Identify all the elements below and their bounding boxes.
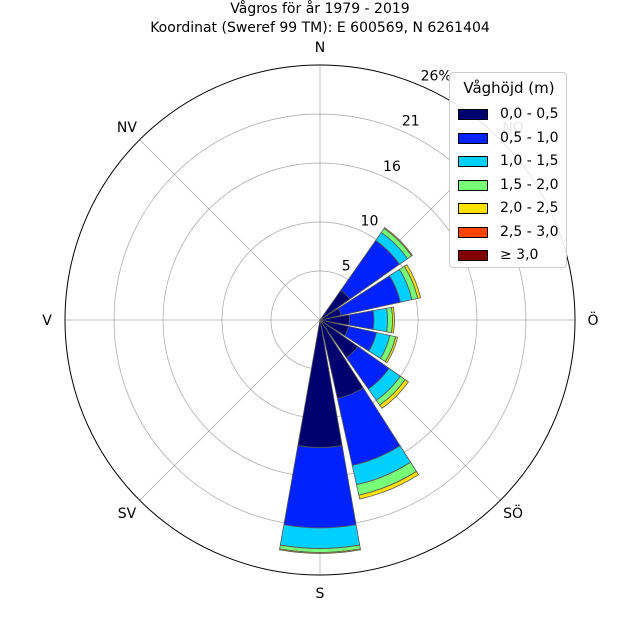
radial-tick-label: 5 xyxy=(342,259,351,275)
chart-subtitle: Koordinat (Sweref 99 TM): E 600569, N 62… xyxy=(150,20,490,36)
radial-tick-label: 21 xyxy=(402,114,420,130)
bar-segment xyxy=(348,310,375,330)
grid-spoke xyxy=(139,139,321,321)
legend-swatch xyxy=(458,109,488,120)
bar-segment xyxy=(383,227,413,257)
bar-segment xyxy=(391,306,395,334)
chart-title: Vågros för år 1979 - 2019 xyxy=(230,1,410,17)
radial-tick-label: 10 xyxy=(361,213,379,229)
bar-segment xyxy=(279,524,361,549)
legend-swatch xyxy=(458,226,488,238)
legend-label: 0,5 - 1,0 xyxy=(500,129,559,146)
direction-label: Ö xyxy=(587,311,598,329)
grid-spoke xyxy=(139,319,321,501)
legend-swatch xyxy=(458,132,488,144)
direction-label: SÖ xyxy=(503,504,523,522)
direction-label: V xyxy=(42,313,52,329)
legend-label: 2,5 - 3,0 xyxy=(500,223,559,240)
legend-swatch xyxy=(458,156,488,167)
legend: Våghöjd (m) 0,0 - 0,5 0,5 - 1,0 1,0 - 1,5 1… xyxy=(449,72,567,268)
bar-segment xyxy=(279,548,361,554)
direction-label: S xyxy=(316,586,325,602)
bar-segment xyxy=(358,470,420,500)
legend-swatch xyxy=(458,203,488,214)
legend-swatch xyxy=(458,179,488,191)
legend-title: Våghöjd (m) xyxy=(463,79,555,97)
bar-segment xyxy=(384,336,399,364)
bar-segment xyxy=(403,264,422,299)
legend-label: ≥ 3,0 xyxy=(500,247,539,263)
bar-segment xyxy=(283,445,357,529)
legend-label: 0,0 - 0,5 xyxy=(500,106,559,122)
radial-tick-label: 26% xyxy=(421,68,452,84)
legend-label: 1,5 - 2,0 xyxy=(500,176,559,193)
radial-tick-label: 16 xyxy=(383,159,401,175)
direction-label: NV xyxy=(117,120,137,136)
legend-label: 2,0 - 2,5 xyxy=(500,200,559,216)
legend-label: 1,0 - 1,5 xyxy=(500,153,559,169)
bar-segment xyxy=(372,307,389,333)
direction-label: N xyxy=(315,40,325,56)
outer-ring xyxy=(64,64,576,576)
direction-label: SV xyxy=(118,506,137,522)
legend-swatch xyxy=(458,250,488,261)
bar-segment xyxy=(379,379,409,409)
wave-rose-bars xyxy=(279,227,422,554)
